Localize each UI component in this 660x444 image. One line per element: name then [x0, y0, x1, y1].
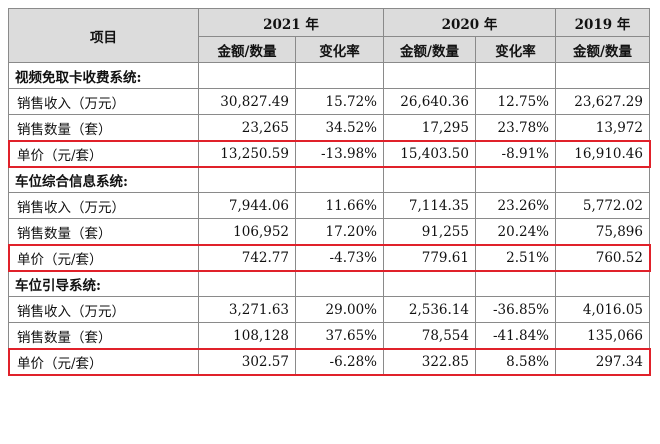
row-label: 单价（元/套） [8, 244, 199, 271]
value-2019: 75,896 [555, 218, 650, 245]
change-2021: -4.73% [295, 244, 384, 271]
change-2020: -8.91% [475, 140, 556, 167]
value-2021: 7,944.06 [198, 192, 296, 219]
value-2020: 78,554 [383, 322, 476, 349]
value-2020: 322.85 [383, 348, 476, 375]
header-amount-2019: 金额/数量 [555, 36, 650, 63]
table-row: 销售数量（套） 106,952 17.20% 91,255 20.24% 75,… [8, 218, 650, 245]
change-2020: 20.24% [475, 218, 556, 245]
value-2020: 17,295 [383, 114, 476, 141]
value-2019: 135,066 [555, 322, 650, 349]
row-label: 销售收入（万元） [8, 192, 199, 219]
header-change-2021: 变化率 [295, 36, 384, 63]
value-2020: 91,255 [383, 218, 476, 245]
change-2020: 8.58% [475, 348, 556, 375]
section-title-row: 车位综合信息系统: [8, 166, 650, 193]
change-2020: -36.85% [475, 296, 556, 323]
table-row: 销售数量（套） 23,265 34.52% 17,295 23.78% 13,9… [8, 114, 650, 141]
value-2020: 779.61 [383, 244, 476, 271]
change-2021: -6.28% [295, 348, 384, 375]
row-label: 销售数量（套） [8, 114, 199, 141]
change-2020: 23.78% [475, 114, 556, 141]
change-2020: 12.75% [475, 88, 556, 115]
value-2019: 5,772.02 [555, 192, 650, 219]
value-2020: 7,114.35 [383, 192, 476, 219]
section-title-row: 车位引导系统: [8, 270, 650, 297]
value-2021: 13,250.59 [198, 140, 296, 167]
sales-data-table: 项目 2021 年 2020 年 2019 年 金额/数量 变化率 金额/数量 … [8, 8, 650, 375]
header-year-2021: 2021 年 [198, 8, 384, 37]
table-row: 销售数量（套） 108,128 37.65% 78,554 -41.84% 13… [8, 322, 650, 349]
section-title: 车位引导系统: [8, 270, 199, 297]
value-2019: 13,972 [555, 114, 650, 141]
header-item: 项目 [8, 8, 199, 63]
value-2019: 16,910.46 [555, 140, 650, 167]
change-2020: 2.51% [475, 244, 556, 271]
value-2021: 3,271.63 [198, 296, 296, 323]
header-amount-2021: 金额/数量 [198, 36, 296, 63]
change-2021: 34.52% [295, 114, 384, 141]
value-2020: 2,536.14 [383, 296, 476, 323]
value-2019: 23,627.29 [555, 88, 650, 115]
section-title: 视频免取卡收费系统: [8, 62, 199, 89]
row-label: 销售收入（万元） [8, 296, 199, 323]
table-row: 销售收入（万元） 30,827.49 15.72% 26,640.36 12.7… [8, 88, 650, 115]
value-2019: 4,016.05 [555, 296, 650, 323]
row-label: 销售数量（套） [8, 322, 199, 349]
unit-price-row: 单价（元/套） 13,250.59 -13.98% 15,403.50 -8.9… [8, 140, 650, 167]
change-2020: 23.26% [475, 192, 556, 219]
header-year-2020: 2020 年 [383, 8, 556, 37]
value-2020: 15,403.50 [383, 140, 476, 167]
change-2021: 15.72% [295, 88, 384, 115]
table-row: 销售收入（万元） 3,271.63 29.00% 2,536.14 -36.85… [8, 296, 650, 323]
unit-price-row: 单价（元/套） 742.77 -4.73% 779.61 2.51% 760.5… [8, 244, 650, 271]
header-amount-2020: 金额/数量 [383, 36, 476, 63]
header-change-2020: 变化率 [475, 36, 556, 63]
financial-table-container: 项目 2021 年 2020 年 2019 年 金额/数量 变化率 金额/数量 … [7, 8, 651, 376]
change-2020: -41.84% [475, 322, 556, 349]
section-title: 车位综合信息系统: [8, 166, 199, 193]
row-label: 单价（元/套） [8, 348, 199, 375]
row-label: 销售数量（套） [8, 218, 199, 245]
change-2021: 17.20% [295, 218, 384, 245]
value-2020: 26,640.36 [383, 88, 476, 115]
header-row-years: 项目 2021 年 2020 年 2019 年 [8, 8, 650, 63]
unit-price-row: 单价（元/套） 302.57 -6.28% 322.85 8.58% 297.3… [8, 348, 650, 375]
value-2021: 106,952 [198, 218, 296, 245]
change-2021: 37.65% [295, 322, 384, 349]
change-2021: 11.66% [295, 192, 384, 219]
header-year-2019: 2019 年 [555, 8, 650, 37]
value-2019: 760.52 [555, 244, 650, 271]
table-row: 销售收入（万元） 7,944.06 11.66% 7,114.35 23.26%… [8, 192, 650, 219]
change-2021: 29.00% [295, 296, 384, 323]
value-2021: 30,827.49 [198, 88, 296, 115]
row-label: 销售收入（万元） [8, 88, 199, 115]
value-2021: 742.77 [198, 244, 296, 271]
header-row-columns: 金额/数量 变化率 金额/数量 变化率 金额/数量 [9, 36, 650, 63]
value-2021: 108,128 [198, 322, 296, 349]
value-2021: 302.57 [198, 348, 296, 375]
section-title-row: 视频免取卡收费系统: [8, 62, 650, 89]
row-label: 单价（元/套） [8, 140, 199, 167]
value-2021: 23,265 [198, 114, 296, 141]
change-2021: -13.98% [295, 140, 384, 167]
value-2019: 297.34 [555, 348, 650, 375]
